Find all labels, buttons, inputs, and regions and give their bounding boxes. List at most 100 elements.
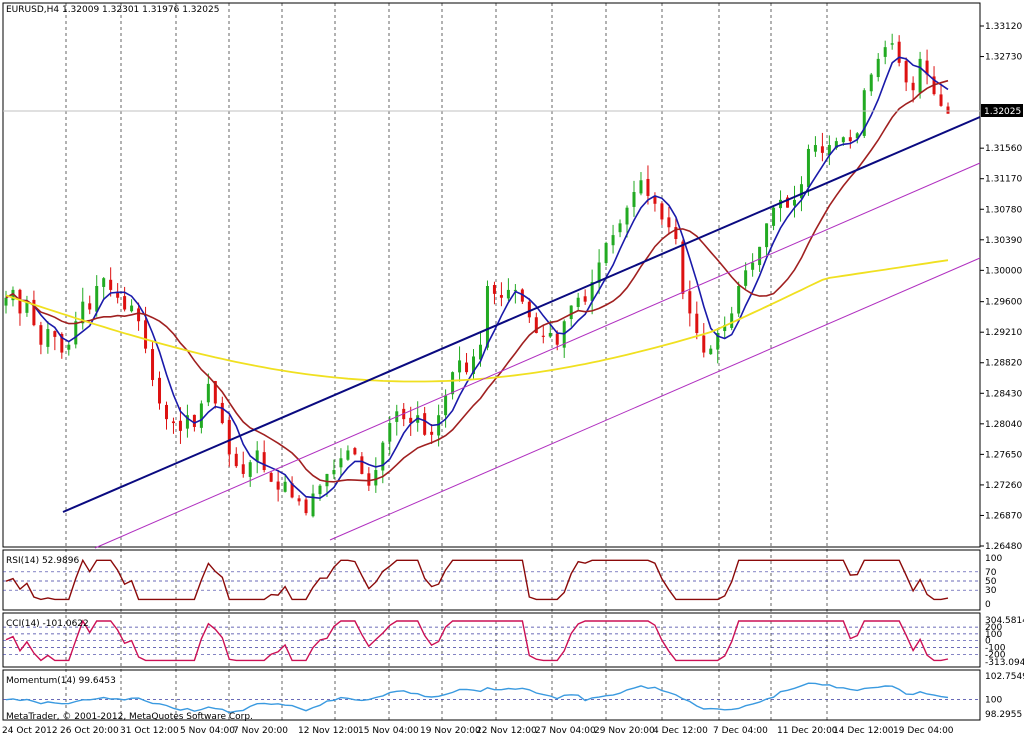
- candle-body: [46, 329, 50, 347]
- candle-body: [660, 203, 664, 220]
- y-axis-labels: 1.33120 1.32730 1.31560 1.31170 1.30780 1.303…: [980, 22, 1024, 720]
- price-tick-label: 1.30780: [985, 205, 1022, 215]
- candle-body: [716, 332, 720, 350]
- candle-body: [758, 246, 762, 266]
- chart-header: EURUSD,H4 1.32009 1.32301 1.31976 1.3202…: [6, 5, 219, 15]
- candle-body: [213, 381, 217, 404]
- ma-fast-line: [5, 56, 949, 500]
- candle-series: [4, 33, 950, 518]
- channel-upper-line: [94, 162, 981, 549]
- candle-body: [220, 402, 224, 424]
- candle-body: [60, 333, 64, 353]
- candle-body: [541, 335, 545, 337]
- price-panel[interactable]: [2, 2, 981, 548]
- candle-body: [723, 325, 727, 332]
- candle-body: [241, 464, 245, 474]
- candle-body: [604, 242, 608, 264]
- x-tick-label: 15 Nov 04:00: [358, 726, 419, 736]
- momentum-line: [5, 682, 949, 714]
- x-tick-label: 11 Dec 20:00: [777, 726, 838, 736]
- candle-body: [506, 289, 510, 299]
- candle-body: [911, 82, 915, 91]
- candle-body: [653, 196, 657, 204]
- candle-body: [946, 106, 950, 114]
- candle-body: [4, 297, 8, 306]
- cci-tick-label: -100: [985, 644, 1006, 654]
- candle-body: [890, 43, 894, 45]
- x-tick-label: 5 Nov 04:00: [180, 726, 235, 736]
- candle-body: [388, 423, 392, 442]
- rsi-tick-label: 70: [985, 568, 997, 578]
- indicator-lines: [5, 558, 949, 714]
- candle-body: [855, 133, 859, 139]
- candle-body: [534, 317, 538, 333]
- candle-body: [39, 325, 43, 345]
- x-tick-label: 29 Nov 20:00: [594, 726, 655, 736]
- cci-panel[interactable]: [2, 612, 981, 668]
- x-tick-label: 24 Oct 2012: [2, 726, 58, 736]
- candle-body: [527, 301, 531, 318]
- x-tick-label: 4 Dec 12:00: [653, 726, 708, 736]
- candle-body: [820, 146, 824, 153]
- candle-body: [465, 362, 469, 373]
- candle-body: [381, 442, 385, 471]
- price-tick-label: 1.26480: [985, 542, 1022, 552]
- candle-body: [409, 417, 413, 424]
- candle-body: [611, 235, 615, 246]
- candle-body: [18, 289, 22, 314]
- price-tick-label: 1.33120: [985, 22, 1022, 32]
- candle-body: [67, 344, 71, 350]
- candle-body: [283, 481, 287, 492]
- cci-tick-label: -313.0944: [985, 658, 1024, 668]
- candle-body: [311, 493, 315, 517]
- x-tick-label: 26 Oct 20:00: [60, 726, 119, 736]
- candle-body: [772, 207, 776, 226]
- candle-body: [81, 301, 85, 324]
- candle-body: [751, 262, 755, 270]
- candle-body: [695, 313, 699, 333]
- candle-body: [576, 297, 580, 307]
- rsi-tick-label: 0: [985, 600, 991, 610]
- candle-body: [639, 180, 643, 194]
- candle-body: [102, 278, 106, 287]
- cci-line: [5, 619, 949, 662]
- price-tick-label: 1.31170: [985, 175, 1022, 185]
- price-tick-label: 1.27260: [985, 481, 1022, 491]
- cci-tick-label: -200: [985, 650, 1006, 660]
- rsi-tick-label: 100: [985, 554, 1002, 564]
- candle-body: [458, 360, 462, 373]
- trend-lines: [62, 116, 981, 549]
- x-tick-label: 19 Nov 20:00: [420, 726, 481, 736]
- price-tick-label: 1.31560: [985, 144, 1022, 154]
- candle-body: [883, 47, 887, 57]
- candle-body: [227, 419, 231, 455]
- candle-body: [674, 227, 678, 240]
- x-tick-label: 14 Dec 12:00: [833, 726, 894, 736]
- candle-body: [513, 289, 517, 291]
- x-axis-labels: 24 Oct 2012 26 Oct 20:00 31 Oct 12:00 5 Nov…: [2, 726, 954, 736]
- candle-body: [234, 453, 238, 467]
- channel-lower-line: [329, 257, 981, 541]
- candle-body: [430, 431, 434, 435]
- candle-body: [632, 192, 636, 207]
- price-tick-label: 1.32730: [985, 53, 1022, 63]
- momentum-panel[interactable]: [2, 669, 981, 721]
- rsi-panel[interactable]: [2, 549, 981, 611]
- candle-body: [325, 473, 329, 487]
- candle-body: [374, 470, 378, 486]
- candle-body: [925, 60, 929, 75]
- candle-body: [737, 286, 741, 314]
- candle-body: [862, 90, 866, 136]
- candle-body: [499, 295, 503, 298]
- candle-body: [74, 321, 78, 345]
- cci-tick-label: 304.5814: [985, 616, 1024, 626]
- candle-body: [158, 377, 162, 404]
- candle-body: [262, 452, 266, 471]
- candle-body: [485, 286, 489, 348]
- candle-body: [353, 448, 357, 455]
- candle-body: [339, 458, 343, 468]
- candle-body: [834, 141, 838, 149]
- candle-body: [297, 498, 301, 502]
- ma-slow-line: [5, 259, 949, 383]
